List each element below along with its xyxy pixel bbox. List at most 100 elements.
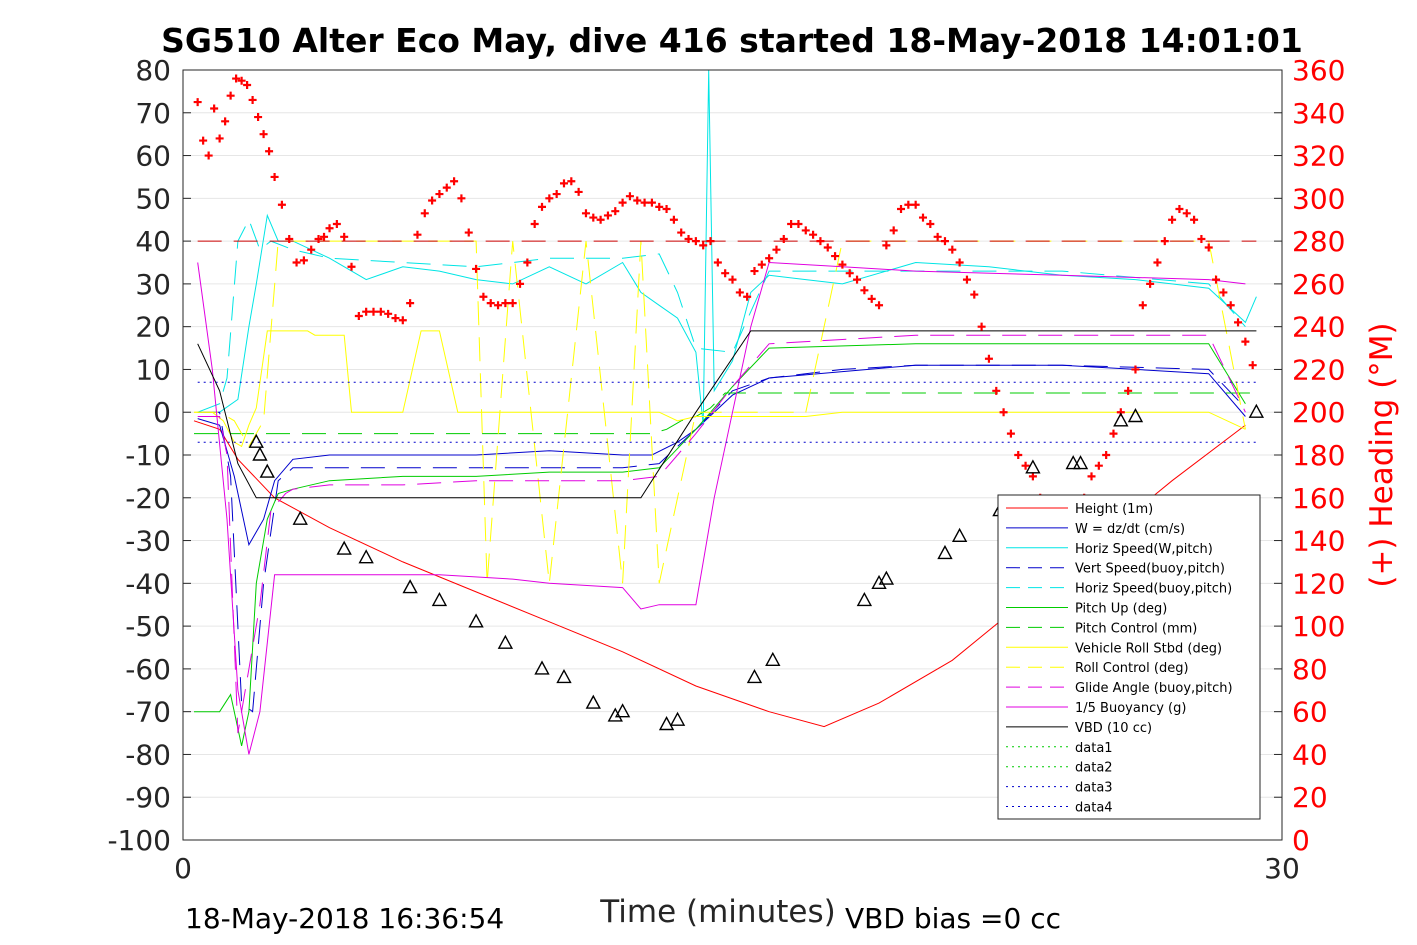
heading-point — [204, 151, 213, 160]
y2-tick-label: 80 — [1292, 653, 1328, 686]
heading-point — [215, 134, 224, 143]
heading-point — [684, 234, 693, 243]
y-tick-label: 80 — [135, 54, 171, 87]
heading-point — [391, 314, 400, 323]
y-tick-label: 30 — [135, 268, 171, 301]
heading-point — [867, 294, 876, 303]
series-line-3 — [197, 364, 1246, 713]
depth-marker — [614, 703, 631, 718]
heading-point — [347, 262, 356, 271]
heading-point — [1146, 279, 1155, 288]
heading-point — [1197, 234, 1206, 243]
heading-point — [193, 98, 202, 107]
y-tick-label: 0 — [153, 396, 171, 429]
plot-area — [182, 69, 1283, 841]
heading-point — [420, 209, 429, 218]
y2-tick-label: 180 — [1292, 439, 1345, 472]
depth-marker — [468, 613, 484, 628]
y-tick-label: -20 — [125, 482, 171, 515]
heading-point — [999, 408, 1008, 417]
legend-label: Horiz Speed(buoy,pitch) — [1075, 582, 1232, 597]
heading-point — [948, 245, 957, 254]
legend-box — [997, 494, 1261, 820]
heading-point — [911, 200, 920, 209]
depth-marker — [556, 668, 572, 684]
heading-point — [589, 213, 598, 222]
heading-point — [398, 316, 407, 325]
legend-label: Vert Speed(buoy,pitch) — [1075, 562, 1225, 577]
heading-point — [625, 192, 634, 201]
heading-point — [816, 237, 825, 246]
heading-point — [962, 275, 971, 284]
y-tick-label: -70 — [125, 696, 171, 729]
footer-vbd-bias: VBD bias =0 cc — [845, 902, 1061, 935]
heading-point — [1204, 243, 1213, 252]
heading-point — [743, 292, 752, 301]
y2-tick-label: 100 — [1292, 610, 1345, 643]
chart-title: SG510 Alter Eco May, dive 416 started 18… — [161, 21, 1303, 60]
y-tick-label: -30 — [125, 525, 171, 558]
x-axis-label: Time (minutes) — [599, 894, 835, 930]
heading-point — [1190, 215, 1199, 224]
depth-marker — [585, 694, 601, 709]
heading-point — [706, 237, 715, 246]
heading-point — [265, 147, 274, 156]
heading-point — [464, 228, 473, 237]
heading-point — [413, 230, 422, 239]
depth-marker — [1113, 412, 1129, 427]
heading-point — [559, 179, 568, 188]
heading-point — [435, 190, 444, 199]
heading-point — [376, 307, 385, 316]
x-axis-ticks: 0 30 — [174, 852, 1300, 885]
depth-marker — [1072, 455, 1089, 470]
heading-point — [1219, 288, 1228, 297]
depth-marker — [746, 668, 763, 684]
heading-point — [882, 241, 891, 250]
series-line-6 — [194, 392, 1257, 435]
depth-marker — [358, 549, 374, 564]
heading-point — [221, 117, 230, 126]
heading-point — [655, 202, 664, 211]
heading-point — [735, 288, 744, 297]
y-tick-label: 20 — [135, 311, 171, 344]
depth-marker — [1025, 459, 1041, 474]
y-tick-label: -100 — [107, 824, 171, 857]
y2-tick-label: 140 — [1292, 525, 1345, 558]
heading-point — [501, 299, 510, 308]
series-line-9 — [197, 334, 1246, 734]
depth-marker — [292, 510, 308, 525]
depth-marker — [431, 591, 448, 607]
legend-label: data2 — [1075, 761, 1113, 776]
y-tick-label: -80 — [125, 738, 171, 771]
legend-label: Pitch Control (mm) — [1075, 621, 1197, 636]
depth-marker — [951, 527, 968, 542]
right-axis-label: (+) Heading (°M) — [1364, 322, 1400, 587]
heading-point — [728, 275, 737, 284]
heading-point — [677, 228, 686, 237]
right-axis-ticks: 3603403203002802602402202001801601401201… — [1274, 54, 1345, 857]
heading-point — [1212, 275, 1221, 284]
series-line-5 — [194, 343, 1246, 747]
heading-point — [210, 104, 219, 113]
heading-point — [765, 254, 774, 263]
heading-point — [603, 211, 612, 220]
y-tick-label: 10 — [135, 353, 171, 386]
y-tick-label: -90 — [125, 781, 171, 814]
series-line-10 — [197, 261, 1246, 755]
depth-marker — [856, 591, 873, 607]
y2-tick-label: 120 — [1292, 567, 1345, 600]
y-tick-label: -50 — [125, 610, 171, 643]
footer-timestamp: 18-May-2018 16:36:54 — [185, 902, 504, 935]
depth-marker — [336, 540, 352, 555]
legend-label: data3 — [1075, 781, 1113, 796]
heading-point — [545, 194, 554, 203]
heading-point — [299, 256, 308, 265]
heading-point — [1175, 205, 1184, 214]
heading-point — [232, 74, 241, 83]
heading-point — [618, 198, 627, 207]
heading-point — [801, 226, 810, 235]
depth-marker — [1065, 455, 1081, 470]
heading-point — [450, 177, 459, 186]
y2-tick-label: 200 — [1292, 396, 1345, 429]
